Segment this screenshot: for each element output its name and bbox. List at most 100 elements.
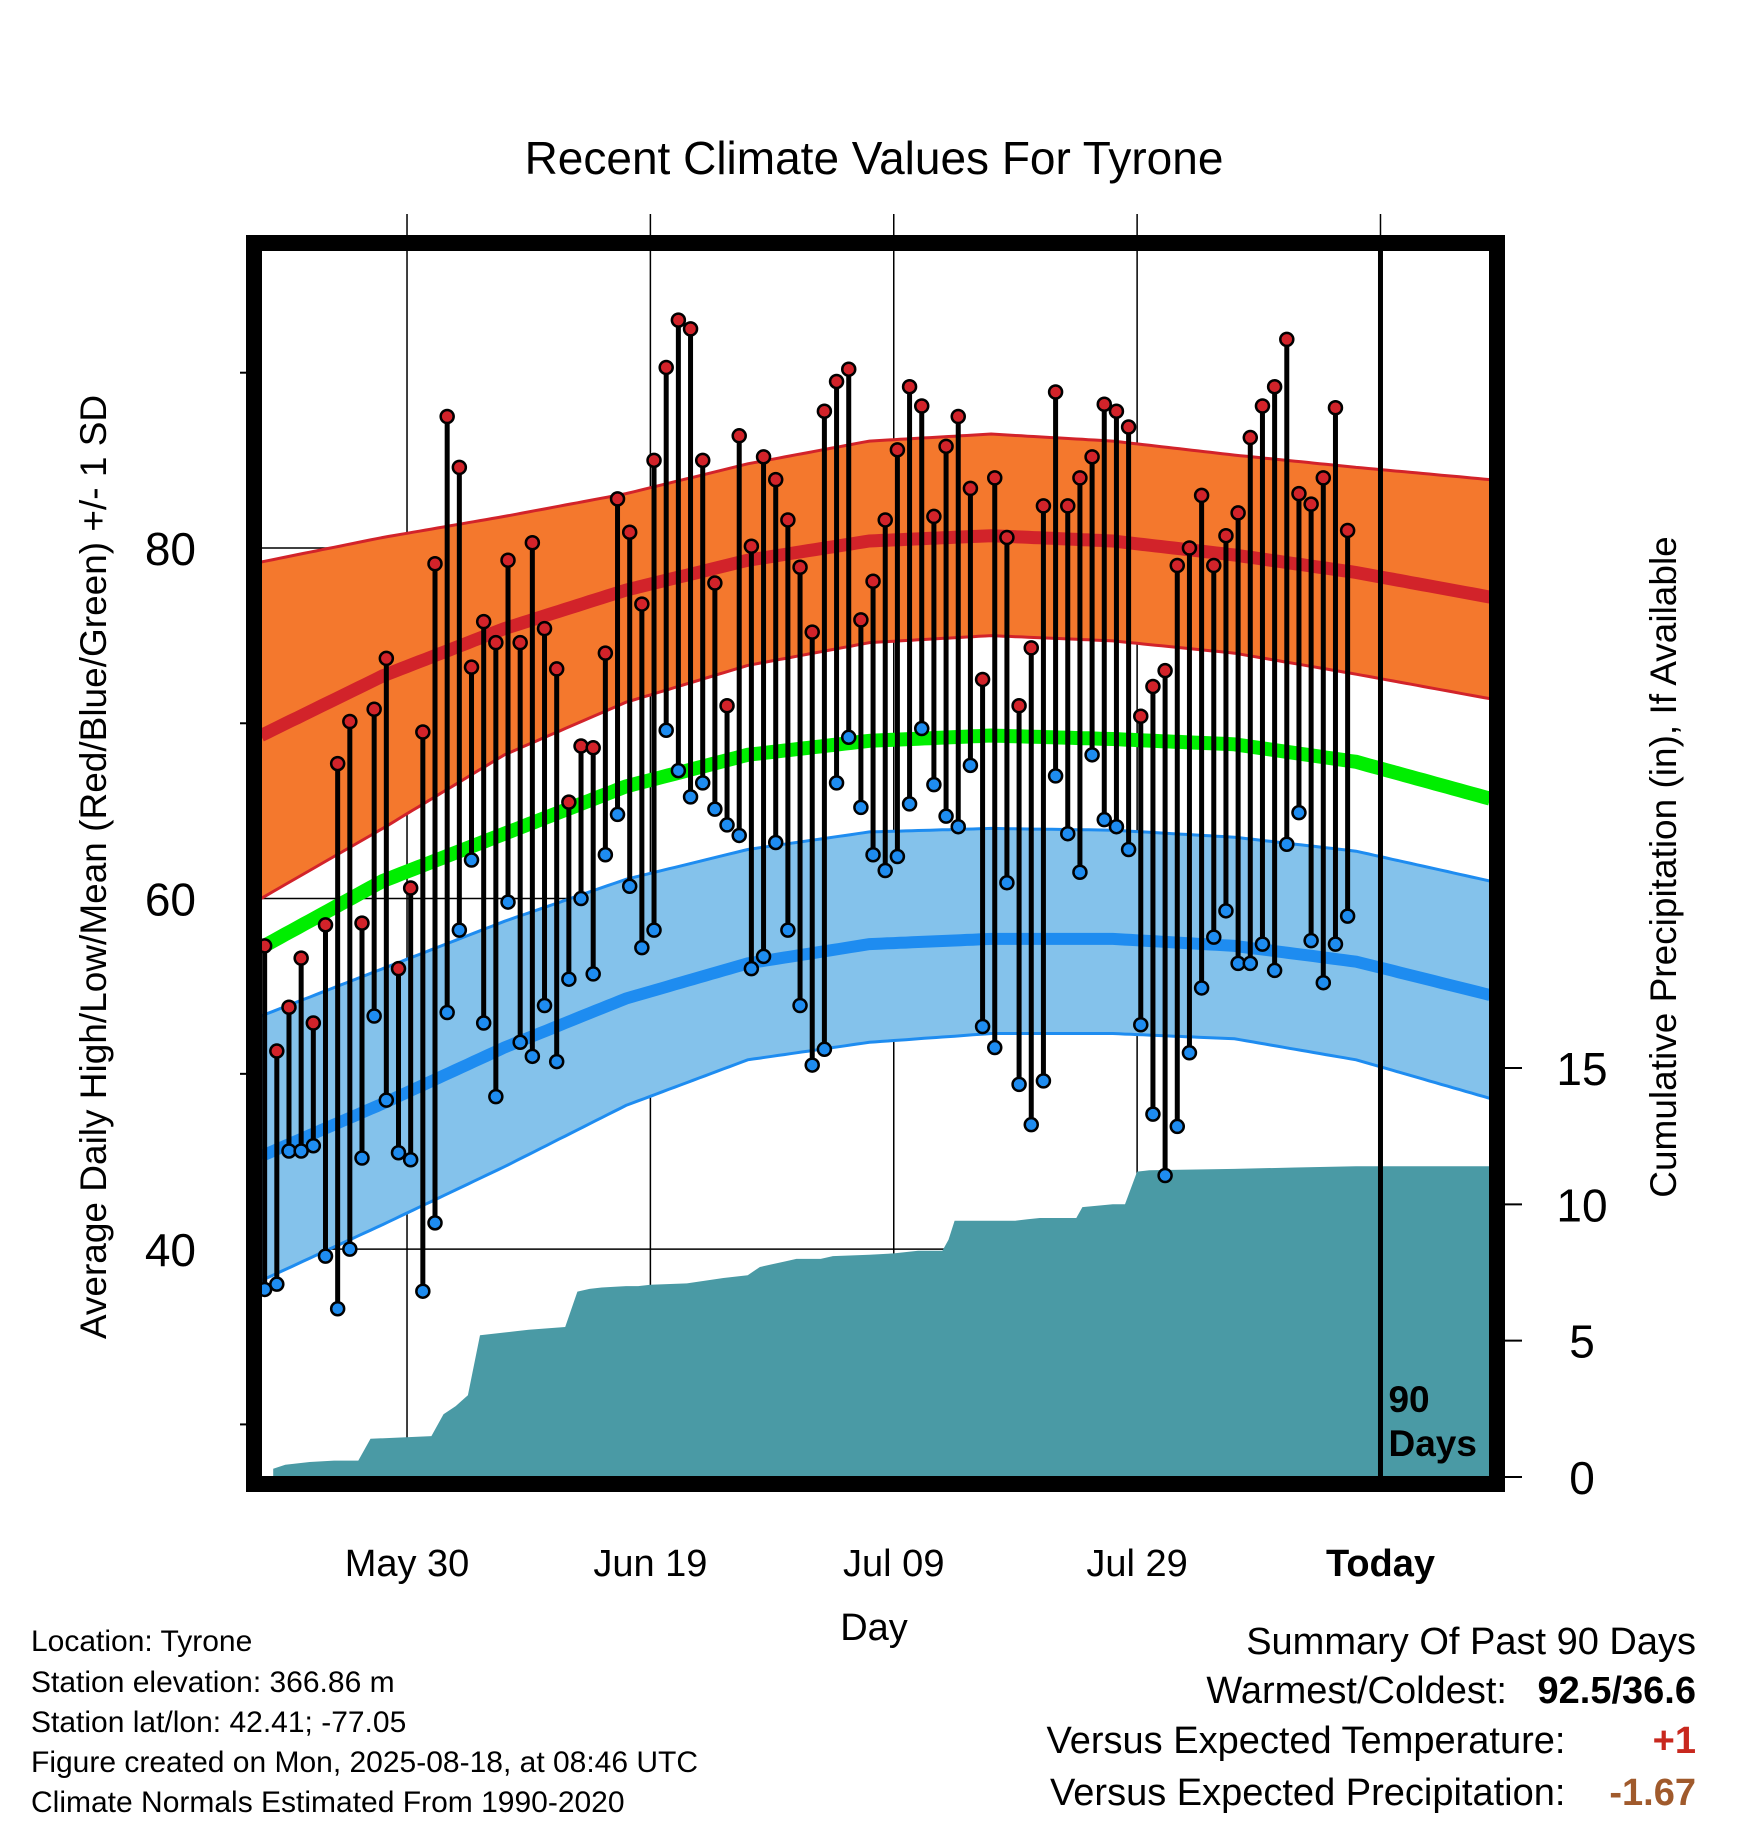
daily-high-point <box>1060 498 1076 514</box>
daily-low-point <box>402 1151 419 1168</box>
daily-low-point <box>658 722 674 739</box>
warm-cold-value: 92.5/36.6 <box>1537 1670 1696 1712</box>
daily-high-point <box>512 634 528 651</box>
daily-low-point <box>1108 818 1125 835</box>
daily-low-point <box>1206 929 1222 945</box>
daily-low-point <box>609 806 626 823</box>
summary-temperature: Versus Expected Temperature: +1 <box>1047 1720 1696 1763</box>
daily-low-point <box>792 997 808 1014</box>
daily-high-point <box>1169 557 1186 574</box>
daily-high-point <box>354 915 370 931</box>
daily-high-point <box>828 373 845 390</box>
daily-low-point <box>670 762 687 779</box>
daily-low-point <box>390 1144 407 1161</box>
daily-high-point <box>269 1043 285 1059</box>
daily-high-point <box>402 880 419 896</box>
daily-low-point <box>1096 811 1113 828</box>
daily-high-point <box>804 624 820 640</box>
daily-high-point <box>974 671 991 688</box>
daily-high-point <box>475 613 492 630</box>
daily-high-point <box>816 403 833 420</box>
daily-high-point <box>1327 400 1344 416</box>
today-days-label: Days <box>1388 1423 1476 1464</box>
daily-high-point <box>1254 398 1271 414</box>
daily-low-point <box>1327 936 1344 952</box>
daily-high-point <box>561 794 577 810</box>
today-days-label: 90 <box>1388 1379 1429 1420</box>
daily-high-point <box>609 491 626 507</box>
daily-low-point <box>354 1150 370 1166</box>
daily-low-point <box>548 1053 565 1070</box>
daily-low-point <box>853 799 869 816</box>
daily-low-point <box>427 1215 443 1231</box>
daily-high-point <box>1279 331 1295 348</box>
precip-label: Versus Expected Precipitation: <box>1050 1772 1566 1814</box>
summary-heading: Summary Of Past 90 Days <box>1246 1621 1696 1663</box>
daily-high-point <box>500 552 516 569</box>
right-axis-tick-label: 15 <box>1556 1043 1607 1095</box>
daily-high-point <box>767 471 784 488</box>
x-axis-label: Day <box>840 1607 908 1649</box>
daily-low-point <box>621 878 638 895</box>
daily-low-point <box>573 890 589 907</box>
daily-high-point <box>1023 640 1040 656</box>
daily-high-point <box>415 724 431 740</box>
daily-low-point <box>1023 1116 1040 1133</box>
left-axis-tick-label: 60 <box>145 874 196 926</box>
daily-high-point <box>1242 429 1259 446</box>
axes: 40 60 80 0 5 10 15 May 30 Jun 19 Jul 09 Jul 29 Toda… <box>145 371 1608 1585</box>
daily-low-point <box>682 789 699 805</box>
daily-high-point <box>305 1015 322 1031</box>
daily-low-point <box>1266 962 1283 979</box>
daily-high-point <box>439 408 455 425</box>
daily-high-point <box>317 917 334 933</box>
precip-value: -1.67 <box>1609 1772 1696 1814</box>
daily-low-point <box>1145 1106 1161 1122</box>
daily-low-point <box>719 817 735 833</box>
daily-high-point <box>792 559 808 576</box>
daily-low-point <box>597 846 614 863</box>
daily-low-point <box>1035 1073 1052 1089</box>
daily-high-point <box>1206 557 1222 574</box>
daily-high-point <box>743 538 760 554</box>
daily-high-point <box>938 438 954 455</box>
daily-high-point <box>548 661 565 677</box>
daily-high-point <box>1047 384 1064 400</box>
daily-low-point <box>512 1034 528 1051</box>
daily-low-point <box>877 862 893 879</box>
daily-low-point <box>366 1008 382 1024</box>
daily-high-point <box>1108 403 1125 420</box>
precipitation-area <box>273 1166 1490 1477</box>
daily-high-point <box>865 573 881 590</box>
daily-low-point <box>913 720 930 737</box>
daily-low-point <box>926 776 942 793</box>
daily-high-point <box>1133 708 1149 725</box>
daily-high-point <box>378 650 395 667</box>
left-axis-tick-label: 80 <box>145 523 196 575</box>
daily-high-point <box>524 534 541 551</box>
daily-low-point <box>646 922 662 938</box>
daily-high-point <box>1181 540 1198 556</box>
daily-high-point <box>1120 419 1137 435</box>
daily-high-point <box>719 697 735 714</box>
right-axis-label: Cumulative Precipitation (in), If Availa… <box>1643 536 1684 1198</box>
daily-low-point <box>585 966 601 982</box>
daily-low-point <box>634 939 650 956</box>
daily-high-point <box>1035 498 1052 514</box>
daily-low-point <box>1084 747 1100 763</box>
daily-high-point <box>463 659 480 675</box>
daily-low-point <box>1072 864 1088 881</box>
daily-low-point <box>317 1248 334 1264</box>
daily-high-point <box>1084 449 1100 465</box>
daily-low-point <box>828 775 845 791</box>
right-axis-tick-label: 0 <box>1569 1452 1595 1504</box>
daily-high-point <box>1303 496 1319 512</box>
x-axis-tick-label: Jul 29 <box>1086 1543 1187 1585</box>
daily-low-point <box>816 1041 833 1058</box>
daily-low-point <box>1291 804 1307 821</box>
plot-frame <box>246 235 1505 1492</box>
x-axis-tick-label: Jul 09 <box>843 1543 944 1585</box>
daily-low-point <box>743 960 760 977</box>
created-text: Figure created on Mon, 2025-08-18, at 08… <box>31 1746 699 1779</box>
daily-high-point <box>342 713 358 730</box>
